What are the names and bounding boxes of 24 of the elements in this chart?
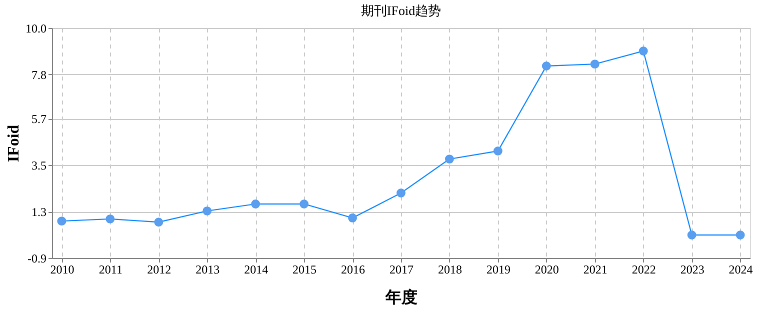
x-tick-label: 2021 (583, 262, 608, 276)
y-tick-label: 10.0 (26, 22, 46, 36)
x-tick-label: 2019 (486, 262, 510, 276)
x-axis-title: 年度 (384, 288, 418, 306)
x-tick-label: 2014 (244, 262, 268, 276)
x-tick-label: 2012 (147, 262, 172, 276)
x-tick-label: 2020 (534, 262, 559, 276)
x-tick-label: 2010 (50, 262, 74, 276)
y-axis-title: IFoid (6, 124, 22, 162)
x-tick-label: 2015 (292, 262, 317, 276)
y-tick-label: 7.8 (32, 68, 46, 82)
chart-title: 期刊IFoid趋势 (360, 3, 442, 18)
x-tick-label: 2016 (341, 262, 366, 276)
y-tick-label: 5.7 (32, 112, 46, 126)
x-tick-label: 2018 (438, 262, 462, 276)
y-tick-label: 3.5 (32, 158, 46, 173)
x-tick-label: 2013 (196, 262, 220, 276)
x-tick-label: 2022 (632, 262, 656, 276)
x-tick-label: 2024 (728, 262, 753, 276)
y-tick-label: 1.3 (32, 205, 46, 220)
x-tick-label: 2011 (98, 262, 122, 276)
y-tick-label: -0.9 (28, 252, 46, 266)
x-tick-label: 2023 (680, 262, 704, 276)
x-tick-label: 2017 (390, 262, 414, 276)
